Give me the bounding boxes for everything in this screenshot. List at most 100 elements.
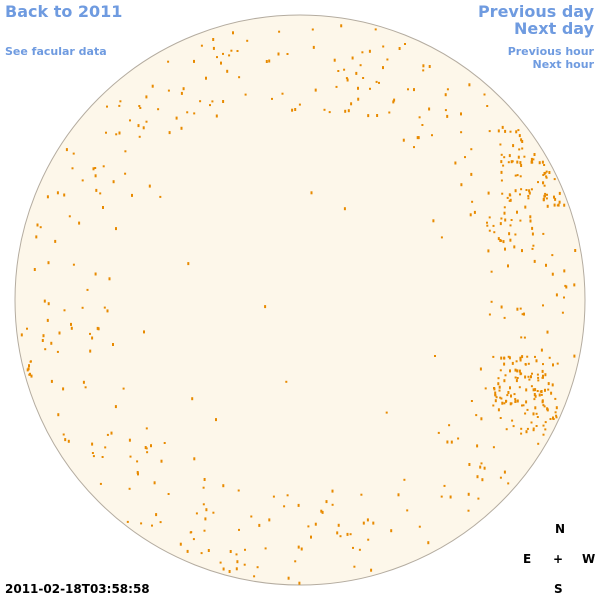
facula (82, 380, 85, 384)
facula (265, 60, 268, 63)
facula (205, 508, 208, 512)
facula (545, 176, 548, 179)
facula (449, 495, 452, 499)
facula (314, 522, 317, 526)
facula (554, 197, 557, 201)
facula (286, 53, 289, 55)
facula (534, 394, 537, 398)
facula (524, 375, 527, 379)
facula (151, 84, 154, 88)
facula (518, 134, 521, 138)
facula (235, 553, 238, 556)
facula (515, 130, 518, 134)
facula (403, 478, 406, 481)
facula (508, 232, 511, 236)
facula (382, 66, 384, 70)
facula (508, 154, 511, 158)
facula (518, 148, 521, 151)
facula (545, 170, 548, 173)
facula (542, 424, 545, 427)
previous-hour-link[interactable]: Previous hour (507, 45, 594, 58)
facula (504, 374, 507, 377)
facula (89, 349, 92, 353)
facula (507, 482, 510, 485)
facula (530, 375, 532, 379)
facula (124, 150, 127, 153)
facula (191, 397, 194, 401)
facula (102, 206, 104, 209)
facula (500, 160, 503, 164)
facula (467, 509, 470, 512)
next-day-link[interactable]: Next day (514, 19, 594, 38)
facula (497, 377, 500, 380)
facula (285, 380, 288, 383)
compass-south: S (554, 582, 563, 596)
next-hour-link[interactable]: Next hour (532, 58, 595, 71)
facula (492, 404, 495, 407)
facula (563, 296, 565, 299)
facula (256, 566, 259, 569)
facula (94, 174, 97, 178)
facula (298, 103, 301, 106)
facula (228, 54, 231, 57)
facula (297, 503, 300, 507)
facula (212, 511, 215, 514)
facula (122, 387, 125, 390)
facula (519, 372, 522, 376)
facula (56, 191, 59, 195)
facula (41, 339, 44, 342)
facula (193, 59, 195, 63)
facula (532, 388, 535, 392)
facula (530, 421, 533, 424)
facula (362, 521, 365, 525)
facula (238, 76, 241, 79)
facula (513, 393, 516, 396)
facula (407, 88, 409, 91)
facula (352, 546, 354, 549)
facula (167, 89, 170, 92)
facula (42, 334, 45, 338)
facula (297, 545, 300, 549)
facula (368, 49, 371, 53)
facula (328, 111, 331, 114)
facula (421, 124, 424, 126)
facula (509, 369, 511, 373)
facula (506, 196, 509, 199)
back-link[interactable]: Back to 2011 (5, 2, 123, 21)
facula (503, 211, 506, 215)
facula (346, 78, 349, 82)
facula (518, 386, 521, 389)
facula (62, 433, 65, 436)
facula (310, 535, 312, 539)
timestamp: 2011-02-18T03:58:58 (5, 582, 150, 596)
facular-link[interactable]: See facular data (5, 45, 107, 58)
facula (91, 452, 94, 454)
facula (118, 104, 121, 107)
facula (392, 100, 395, 104)
facula (532, 429, 535, 432)
facula (527, 197, 530, 200)
facula (509, 386, 511, 390)
facula (551, 383, 554, 387)
facula (499, 476, 502, 479)
facula (548, 356, 551, 359)
facula (207, 549, 210, 552)
facula (446, 88, 449, 91)
facula (321, 510, 324, 514)
previous-day-link[interactable]: Previous day (477, 2, 594, 21)
facula (531, 161, 534, 164)
facula (137, 124, 140, 128)
facula (508, 356, 511, 360)
facula (238, 528, 240, 531)
facula (340, 24, 343, 28)
facula (281, 92, 284, 95)
facula (530, 385, 533, 388)
facula (492, 224, 495, 227)
facula (470, 172, 473, 176)
facula (499, 143, 502, 146)
facula (544, 195, 546, 198)
facula (339, 535, 342, 538)
facula (498, 389, 501, 392)
facula (497, 129, 500, 133)
facula (237, 489, 240, 492)
